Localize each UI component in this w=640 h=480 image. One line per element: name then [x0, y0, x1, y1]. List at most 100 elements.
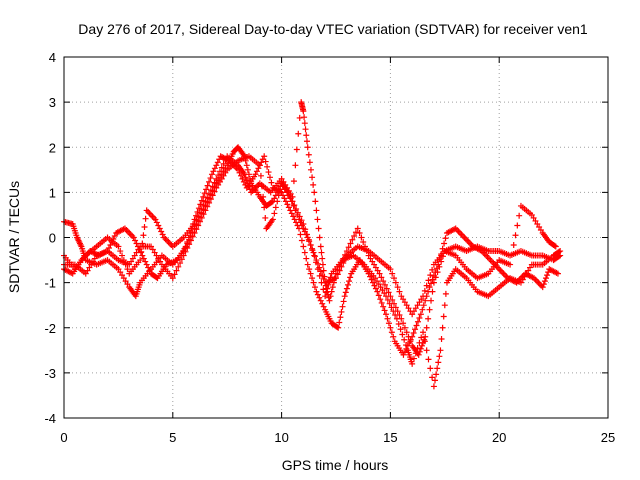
- data-point: [356, 229, 363, 236]
- data-point: [435, 359, 442, 366]
- x-axis-label: GPS time / hours: [282, 457, 389, 473]
- data-point: [508, 251, 515, 258]
- data-point: [407, 336, 414, 343]
- data-point: [303, 231, 310, 238]
- data-point: [301, 114, 308, 121]
- data-point: [414, 318, 421, 325]
- data-point: [156, 225, 163, 232]
- data-point: [213, 175, 220, 182]
- data-point: [107, 242, 114, 249]
- data-point: [401, 299, 408, 306]
- data-point: [314, 266, 321, 273]
- data-point: [396, 288, 403, 295]
- data-point: [282, 186, 289, 193]
- data-point: [421, 338, 428, 345]
- data-point: [141, 223, 148, 230]
- data-point: [351, 232, 358, 239]
- data-point: [425, 277, 432, 284]
- axis-ticks: 0 5 10 15 20 25 -4 -3 -2 -1 0 1 2 3 4: [44, 50, 615, 445]
- data-point: [305, 151, 312, 158]
- data-point: [372, 264, 379, 271]
- data-point: [416, 299, 423, 306]
- data-point: [369, 258, 376, 265]
- data-point: [204, 203, 211, 210]
- data-point: [200, 193, 207, 200]
- data-point: [296, 114, 303, 121]
- data-point: [544, 272, 551, 279]
- data-point: [541, 278, 548, 285]
- data-point: [175, 263, 182, 270]
- data-point: [416, 348, 423, 355]
- data-point: [380, 278, 387, 285]
- data-point: [122, 278, 129, 285]
- data-point: [309, 247, 316, 254]
- data-point: [434, 365, 441, 372]
- chart-title: Day 276 of 2017, Sidereal Day-to-day VTE…: [78, 21, 588, 37]
- data-point: [360, 239, 367, 246]
- data-point: [296, 225, 303, 232]
- data-point: [426, 284, 433, 291]
- data-point: [136, 246, 143, 253]
- data-point: [236, 169, 243, 176]
- data-point: [137, 257, 144, 264]
- data-point: [365, 270, 372, 277]
- data-point: [284, 189, 291, 196]
- data-point: [314, 291, 321, 298]
- data-point: [316, 234, 323, 241]
- data-point: [268, 199, 275, 206]
- data-point: [252, 171, 259, 178]
- data-point: [369, 279, 376, 286]
- data-point: [300, 220, 307, 227]
- data-point: [90, 258, 97, 265]
- data-point: [235, 166, 242, 173]
- data-point: [148, 243, 155, 250]
- data-point: [128, 258, 135, 265]
- data-point: [320, 303, 327, 310]
- data-point: [389, 270, 396, 277]
- data-point: [400, 320, 407, 327]
- data-point: [110, 236, 117, 243]
- data-point: [307, 242, 314, 249]
- data-point: [347, 274, 354, 281]
- data-point: [325, 281, 332, 288]
- data-point: [387, 266, 394, 273]
- data-point: [384, 296, 391, 303]
- data-point: [401, 324, 408, 331]
- data-point: [341, 293, 348, 300]
- data-point: [539, 284, 546, 291]
- data-point: [373, 278, 380, 285]
- y-tick-label: 1: [49, 185, 56, 200]
- data-point: [435, 261, 442, 268]
- data-point: [281, 195, 288, 202]
- data-point: [512, 232, 519, 239]
- data-point: [253, 168, 260, 175]
- data-point: [399, 331, 406, 338]
- data-point: [327, 293, 334, 300]
- data-point: [367, 255, 374, 262]
- data-point: [239, 175, 246, 182]
- y-tick-label: 3: [49, 95, 56, 110]
- data-point: [417, 345, 424, 352]
- y-tick-label: 4: [49, 50, 56, 65]
- data-point: [124, 266, 131, 273]
- data-point: [335, 324, 342, 331]
- data-point: [256, 162, 263, 169]
- data-point: [409, 311, 416, 318]
- data-point: [412, 305, 419, 312]
- data-point: [303, 132, 310, 139]
- data-point: [189, 233, 196, 240]
- data-point: [152, 216, 159, 223]
- data-point: [438, 251, 445, 258]
- data-point: [410, 308, 417, 315]
- data-point: [377, 284, 384, 291]
- data-point: [345, 244, 352, 251]
- x-tick-label: 15: [383, 430, 397, 445]
- data-point: [383, 285, 390, 292]
- data-point: [198, 214, 205, 221]
- data-point: [108, 239, 115, 246]
- data-point: [336, 319, 343, 326]
- data-point: [213, 162, 220, 169]
- data-point: [390, 308, 397, 315]
- data-point: [427, 272, 434, 279]
- data-point: [401, 336, 408, 343]
